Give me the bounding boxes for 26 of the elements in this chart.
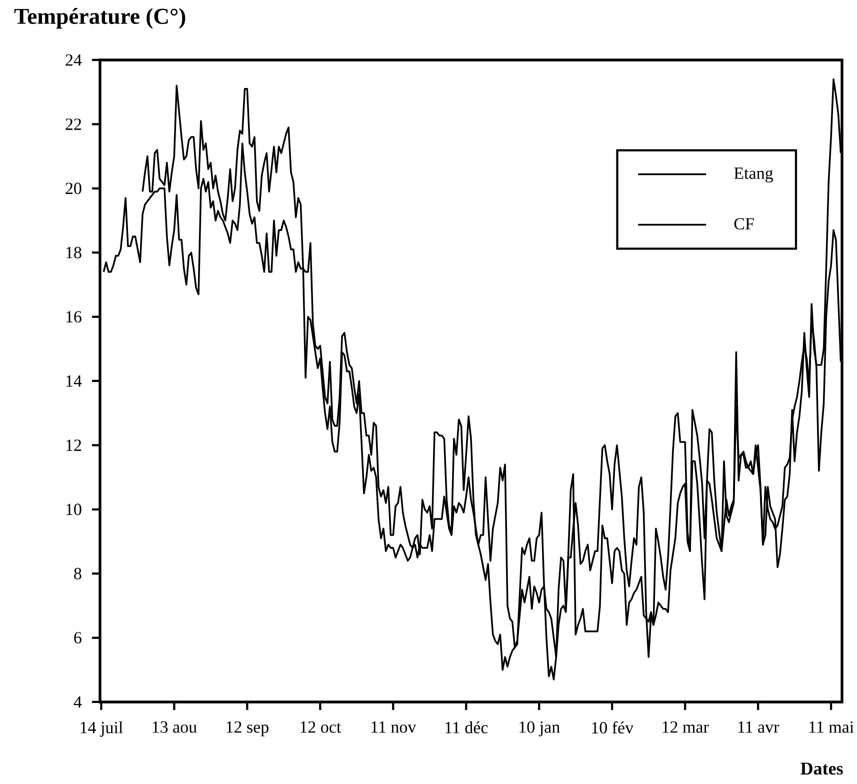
y-tick-label: 4 (74, 696, 82, 708)
x-tick-label: 12 sep (226, 721, 268, 736)
y-tick-label: 24 (66, 54, 82, 66)
y-tick-label: 14 (66, 375, 82, 387)
y-tick-label: 8 (74, 568, 82, 580)
x-tick-label: 12 mar (662, 721, 709, 733)
legend-label: Etang (734, 168, 773, 182)
legend-label: CF (734, 218, 754, 230)
y-tick-label: 22 (66, 118, 82, 130)
x-axis-title: Dates (800, 762, 843, 775)
y-tick-label: 18 (66, 246, 82, 258)
y-tick-label: 12 (66, 440, 82, 451)
x-tick-label: 10 fév (592, 721, 634, 734)
x-tick-label: 11 déc (446, 721, 488, 734)
y-tick-label: 6 (74, 632, 82, 644)
y-tick-label: 20 (66, 182, 82, 194)
y-tick-label: 16 (66, 311, 82, 322)
x-tick-label: 11 mai (809, 721, 854, 733)
y-tick-label: 10 (66, 504, 82, 516)
x-tick-label: 13 aou (152, 721, 197, 733)
x-tick-label: 11 nov (372, 721, 416, 733)
x-tick-label: 14 juil (80, 721, 123, 737)
x-tick-label: 11 avr (738, 721, 780, 733)
y-axis-title: Température (C°) (14, 8, 186, 29)
x-tick-label: 10 jan (520, 721, 560, 736)
x-tick-label: 12 oct (300, 721, 342, 733)
